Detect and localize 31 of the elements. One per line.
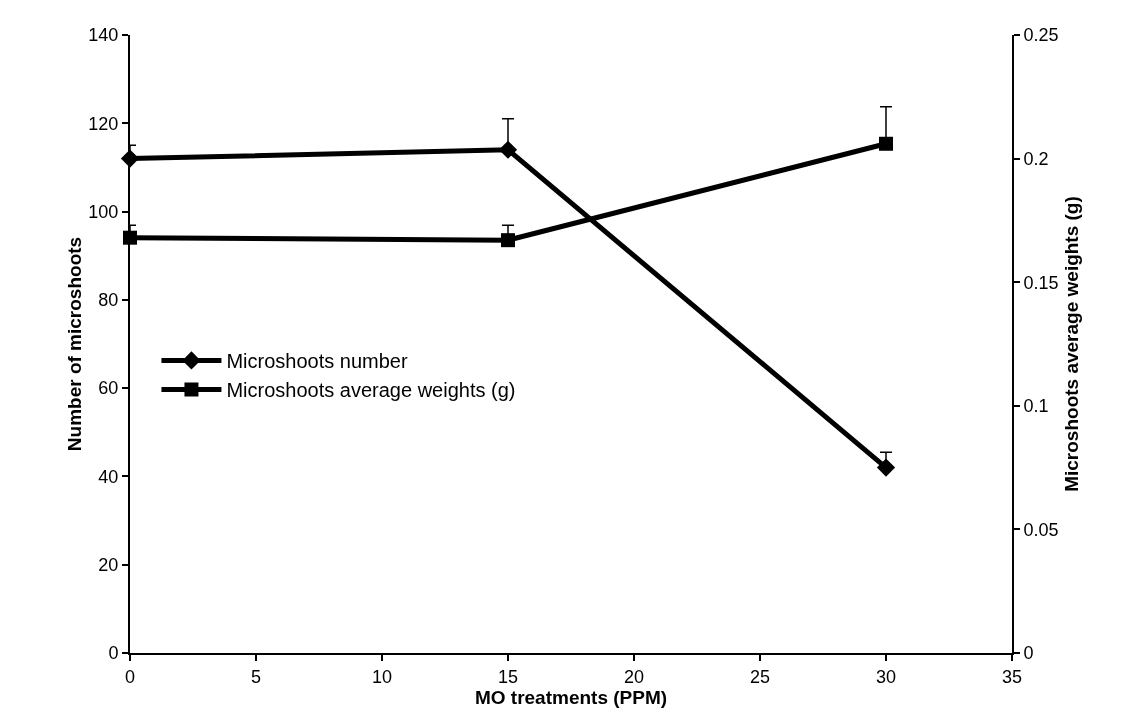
y2-tick-label: 0.15 — [1023, 272, 1059, 293]
x-tick-label: 15 — [497, 666, 519, 687]
legend-label: Microshoots number — [226, 350, 408, 373]
y2-tick-label: 0.25 — [1023, 25, 1059, 46]
y-tick-label: 140 — [88, 25, 119, 46]
point — [501, 233, 515, 248]
y2-tick-label: 0.1 — [1023, 396, 1049, 417]
x-tick-label: 25 — [749, 666, 771, 687]
y-tick-label: 40 — [98, 466, 119, 487]
x-tick-label: 35 — [1001, 666, 1023, 687]
x-tick-label: 30 — [875, 666, 897, 687]
y-tick-label: 80 — [98, 290, 119, 311]
y-tick-label: 20 — [98, 555, 119, 576]
y2-tick-label: 0.05 — [1023, 519, 1059, 540]
x-tick-label: 0 — [124, 666, 136, 687]
y2-tick-label: 0 — [1023, 643, 1034, 664]
y-tick-label: 120 — [88, 113, 119, 134]
y-axis-title: Number of microshoots — [64, 236, 85, 452]
point — [879, 136, 893, 151]
y-tick-label: 0 — [108, 643, 119, 664]
legend-label: Microshoots average weights (g) — [226, 379, 516, 402]
x-tick-label: 5 — [250, 666, 262, 687]
x-axis-title: MO treatments (PPM) — [474, 686, 668, 708]
point — [498, 140, 518, 159]
point — [876, 458, 896, 477]
x-tick-label: 20 — [623, 666, 645, 687]
y2-tick-label: 0.2 — [1023, 148, 1049, 169]
y-tick-label: 100 — [88, 201, 119, 222]
x-tick-label: 10 — [371, 666, 393, 687]
y-tick-label: 60 — [98, 378, 119, 399]
y2-axis-title: Microshoots average weights (g) — [1060, 196, 1082, 492]
